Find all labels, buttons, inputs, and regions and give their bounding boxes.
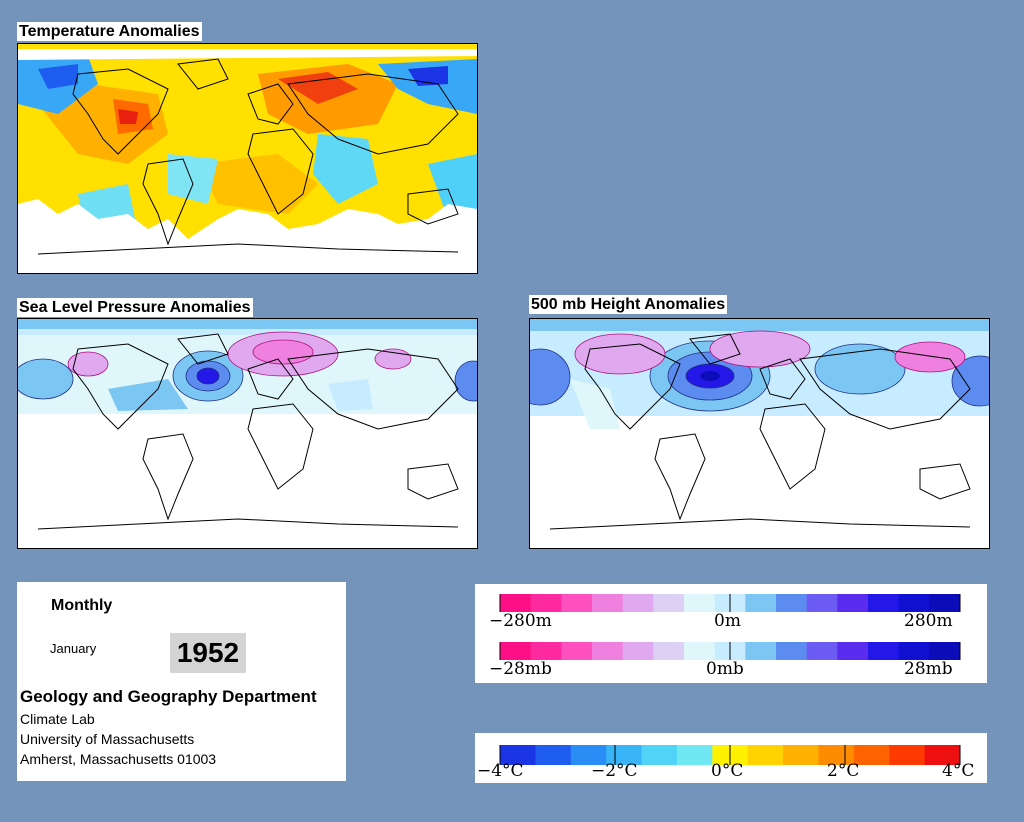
color-bar-segment [837, 642, 869, 660]
temp-label-0: −4°C [477, 761, 524, 781]
sea-level-pressure-anomaly-map [17, 318, 478, 549]
color-bar-segment [622, 594, 654, 612]
500mb-height-anomaly-map [529, 318, 990, 549]
color-bar-segment [653, 642, 685, 660]
color-bar-segment [776, 594, 808, 612]
info-panel: Monthly January 1952 Geology and Geograp… [17, 582, 346, 781]
color-bar-segment [561, 594, 593, 612]
pressure-mid-label: 0mb [706, 659, 744, 679]
address: Amherst, Massachusetts 01003 [20, 751, 217, 767]
color-bar-segment [747, 745, 784, 765]
temp-label-4: 4°C [942, 761, 975, 781]
color-bar-segment [676, 745, 713, 765]
color-bar-segment [929, 594, 961, 612]
color-bar-segment [500, 594, 532, 612]
color-bar-segment [806, 642, 838, 660]
color-bar-segment [653, 594, 685, 612]
color-bar-segment [592, 594, 624, 612]
anomaly-legend: −280m 0m 280m −28mb 0mb 28mb [475, 584, 987, 683]
pressure-color-bar [499, 642, 961, 660]
color-bar-segment [868, 594, 900, 612]
temp-label-3: 2°C [827, 761, 860, 781]
color-bar-segment [641, 745, 678, 765]
temperature-map-title: Temperature Anomalies [17, 22, 202, 41]
color-bar-segment [924, 745, 961, 765]
color-bar-segment [684, 594, 716, 612]
color-bar-segment [745, 594, 777, 612]
height-mid-label: 0m [714, 611, 741, 631]
color-bar-segment [853, 745, 890, 765]
color-bar-segment [783, 745, 819, 765]
color-bar-segment [592, 642, 624, 660]
lab-name: Climate Lab [20, 711, 95, 727]
height-max-label: 280m [904, 611, 953, 631]
color-bar-segment [889, 745, 926, 765]
color-bar-segment [776, 642, 808, 660]
slp-map-title: Sea Level Pressure Anomalies [17, 298, 253, 317]
temperature-legend: −4°C −2°C 0°C 2°C 4°C [475, 733, 987, 783]
color-bar-segment [929, 642, 961, 660]
pressure-min-label: −28mb [489, 659, 552, 679]
color-bar-segment [622, 642, 654, 660]
color-bar-segment [806, 594, 838, 612]
month-label: January [50, 641, 97, 656]
period-label: Monthly [51, 597, 113, 614]
color-bar-segment [898, 642, 930, 660]
color-bar-segment [500, 642, 532, 660]
temp-label-1: −2°C [591, 761, 638, 781]
color-bar-segment [898, 594, 930, 612]
temperature-color-bar [499, 745, 961, 765]
height-color-bar [499, 594, 961, 612]
pressure-max-label: 28mb [904, 659, 953, 679]
height-min-label: −280m [489, 611, 552, 631]
color-bar-segment [684, 642, 716, 660]
department-name: Geology and Geography Department [20, 687, 317, 706]
color-bar-segment [561, 642, 593, 660]
color-bar-segment [535, 745, 572, 765]
temp-label-2: 0°C [711, 761, 744, 781]
color-bar-segment [837, 594, 869, 612]
color-bar-segment [500, 745, 536, 765]
color-bar-segment [530, 594, 562, 612]
year-display: 1952 [170, 633, 246, 673]
color-bar-segment [745, 642, 777, 660]
university-name: University of Massachusetts [20, 731, 195, 747]
color-bar-segment [868, 642, 900, 660]
color-bar-segment [570, 745, 607, 765]
height500-map-title: 500 mb Height Anomalies [529, 295, 728, 314]
temperature-anomaly-map [17, 43, 478, 274]
color-bar-segment [530, 642, 562, 660]
